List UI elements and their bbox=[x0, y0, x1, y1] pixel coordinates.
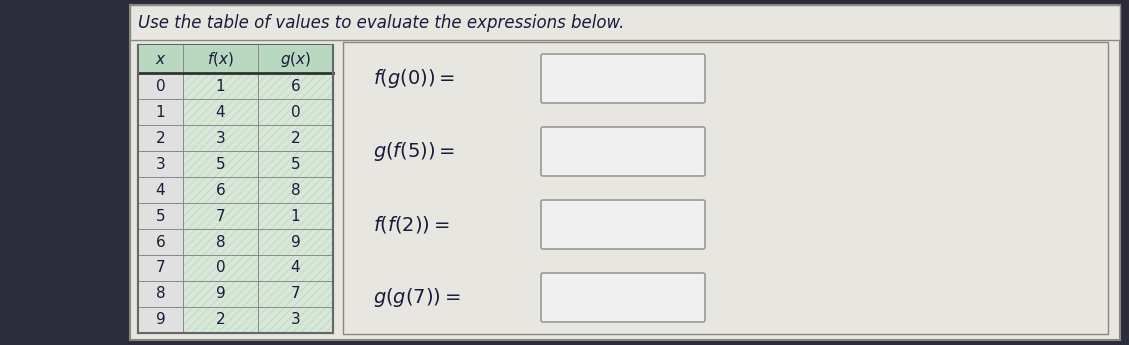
Text: 2: 2 bbox=[156, 130, 165, 146]
Bar bbox=[259, 307, 333, 333]
Bar bbox=[138, 151, 183, 177]
Text: 4: 4 bbox=[216, 105, 226, 119]
Bar bbox=[183, 255, 259, 281]
Bar bbox=[183, 177, 259, 203]
Text: $g(f(5)) =$: $g(f(5)) =$ bbox=[373, 140, 455, 163]
Bar bbox=[183, 73, 259, 99]
Bar bbox=[259, 99, 333, 125]
Bar bbox=[138, 177, 183, 203]
Bar bbox=[183, 99, 259, 125]
Text: 9: 9 bbox=[216, 286, 226, 302]
Text: $g(g(7)) =$: $g(g(7)) =$ bbox=[373, 286, 461, 309]
Text: 1: 1 bbox=[290, 208, 300, 224]
Text: 2: 2 bbox=[290, 130, 300, 146]
Text: 9: 9 bbox=[156, 313, 165, 327]
Text: 0: 0 bbox=[156, 79, 165, 93]
Bar bbox=[343, 42, 1108, 334]
Bar bbox=[183, 229, 259, 255]
Bar bbox=[259, 281, 333, 307]
Bar bbox=[259, 151, 333, 177]
Text: 7: 7 bbox=[216, 208, 226, 224]
Bar bbox=[183, 73, 259, 99]
Text: 3: 3 bbox=[290, 313, 300, 327]
Text: 3: 3 bbox=[156, 157, 165, 171]
Text: 6: 6 bbox=[216, 183, 226, 197]
Bar bbox=[183, 255, 259, 281]
Text: 1: 1 bbox=[216, 79, 226, 93]
Bar bbox=[138, 255, 183, 281]
Bar bbox=[183, 307, 259, 333]
Bar bbox=[138, 99, 183, 125]
Bar bbox=[259, 125, 333, 151]
Bar bbox=[259, 151, 333, 177]
FancyBboxPatch shape bbox=[541, 273, 704, 322]
Bar bbox=[138, 73, 183, 99]
Bar bbox=[183, 203, 259, 229]
Text: 2: 2 bbox=[216, 313, 226, 327]
Text: 8: 8 bbox=[290, 183, 300, 197]
Text: 7: 7 bbox=[290, 286, 300, 302]
Text: 0: 0 bbox=[216, 260, 226, 276]
Bar bbox=[259, 99, 333, 125]
Bar bbox=[259, 229, 333, 255]
Bar bbox=[138, 125, 183, 151]
Text: $f(f(2)) =$: $f(f(2)) =$ bbox=[373, 214, 449, 235]
Bar bbox=[183, 177, 259, 203]
Bar bbox=[259, 203, 333, 229]
Text: 5: 5 bbox=[156, 208, 165, 224]
Bar bbox=[138, 307, 183, 333]
Bar bbox=[138, 229, 183, 255]
Text: 7: 7 bbox=[156, 260, 165, 276]
Text: $x$: $x$ bbox=[155, 51, 166, 67]
Bar bbox=[259, 125, 333, 151]
Text: 1: 1 bbox=[156, 105, 165, 119]
Bar bbox=[259, 255, 333, 281]
Bar bbox=[138, 281, 183, 307]
Bar bbox=[138, 203, 183, 229]
Bar bbox=[259, 177, 333, 203]
Text: 8: 8 bbox=[216, 235, 226, 249]
Text: 5: 5 bbox=[290, 157, 300, 171]
Bar bbox=[138, 45, 333, 73]
Text: 4: 4 bbox=[156, 183, 165, 197]
Text: $f(g(0)) =$: $f(g(0)) =$ bbox=[373, 67, 455, 90]
FancyBboxPatch shape bbox=[541, 127, 704, 176]
Bar bbox=[183, 125, 259, 151]
Text: 9: 9 bbox=[290, 235, 300, 249]
Bar bbox=[259, 73, 333, 99]
Bar bbox=[259, 203, 333, 229]
Text: $f(x)$: $f(x)$ bbox=[207, 50, 234, 68]
Text: 6: 6 bbox=[290, 79, 300, 93]
Text: 8: 8 bbox=[156, 286, 165, 302]
Text: $g(x)$: $g(x)$ bbox=[280, 49, 312, 69]
Bar bbox=[130, 5, 1120, 340]
Bar bbox=[259, 307, 333, 333]
Bar bbox=[259, 177, 333, 203]
Bar bbox=[183, 125, 259, 151]
Bar bbox=[183, 307, 259, 333]
Text: Use the table of values to evaluate the expressions below.: Use the table of values to evaluate the … bbox=[138, 13, 624, 31]
Bar bbox=[259, 281, 333, 307]
Bar bbox=[183, 229, 259, 255]
Text: 6: 6 bbox=[156, 235, 165, 249]
Bar bbox=[183, 99, 259, 125]
FancyBboxPatch shape bbox=[541, 54, 704, 103]
Bar bbox=[183, 151, 259, 177]
Bar bbox=[259, 73, 333, 99]
Bar bbox=[138, 45, 333, 333]
FancyBboxPatch shape bbox=[541, 200, 704, 249]
Bar bbox=[130, 5, 1120, 40]
Text: 4: 4 bbox=[290, 260, 300, 276]
Text: 3: 3 bbox=[216, 130, 226, 146]
Text: 5: 5 bbox=[216, 157, 226, 171]
Bar bbox=[183, 151, 259, 177]
Bar bbox=[259, 255, 333, 281]
Text: 0: 0 bbox=[290, 105, 300, 119]
Bar bbox=[183, 203, 259, 229]
Bar bbox=[259, 229, 333, 255]
Bar bbox=[183, 281, 259, 307]
Bar bbox=[183, 281, 259, 307]
